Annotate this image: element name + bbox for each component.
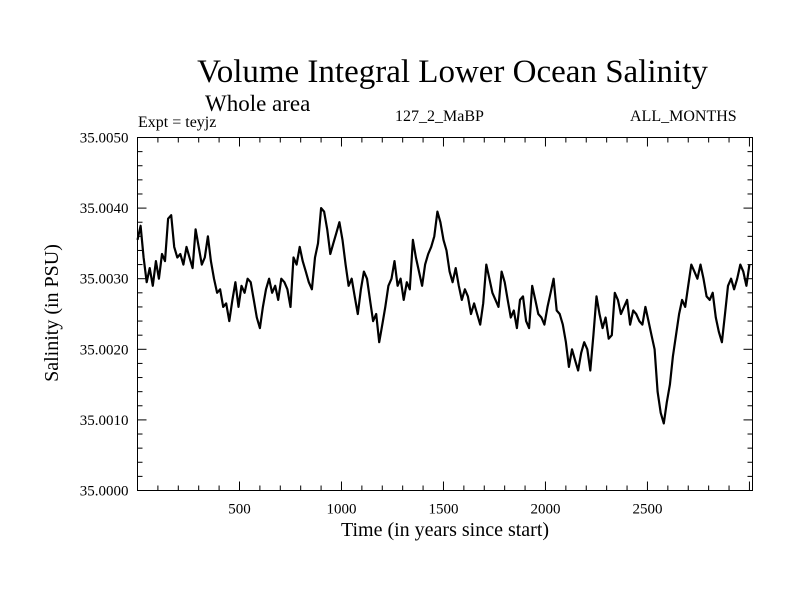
y-tick-label: 35.0020 [80,342,129,358]
months-label: ALL_MONTHS [630,108,737,125]
y-tick-label: 35.0040 [80,201,129,217]
y-tick-label: 35.0030 [80,272,129,288]
x-tick-label: 2500 [632,502,662,518]
y-tick-label: 35.0050 [80,131,129,147]
y-tick-label: 35.0000 [80,484,129,500]
x-tick-label: 1500 [428,502,458,518]
x-tick-label: 2000 [530,502,560,518]
data-lines [136,207,751,425]
y-tick-label: 35.0010 [80,413,129,429]
series-line-salinity [136,207,751,425]
period-label: 127_2_MaBP [395,108,484,125]
x-tick-label: 1000 [326,502,356,518]
x-axis-label: Time (in years since start) [340,519,550,541]
chart-subtitle: Whole area [205,91,311,116]
chart-title: Volume Integral Lower Ocean Salinity [197,54,708,90]
plot-frame [137,137,753,491]
experiment-label: Expt = teyjz [138,114,217,131]
tick-labels: 500 1000 1500 2000 2500 35.0000 35.0010 35.0020… [80,131,663,518]
x-tick-label: 500 [228,502,251,518]
